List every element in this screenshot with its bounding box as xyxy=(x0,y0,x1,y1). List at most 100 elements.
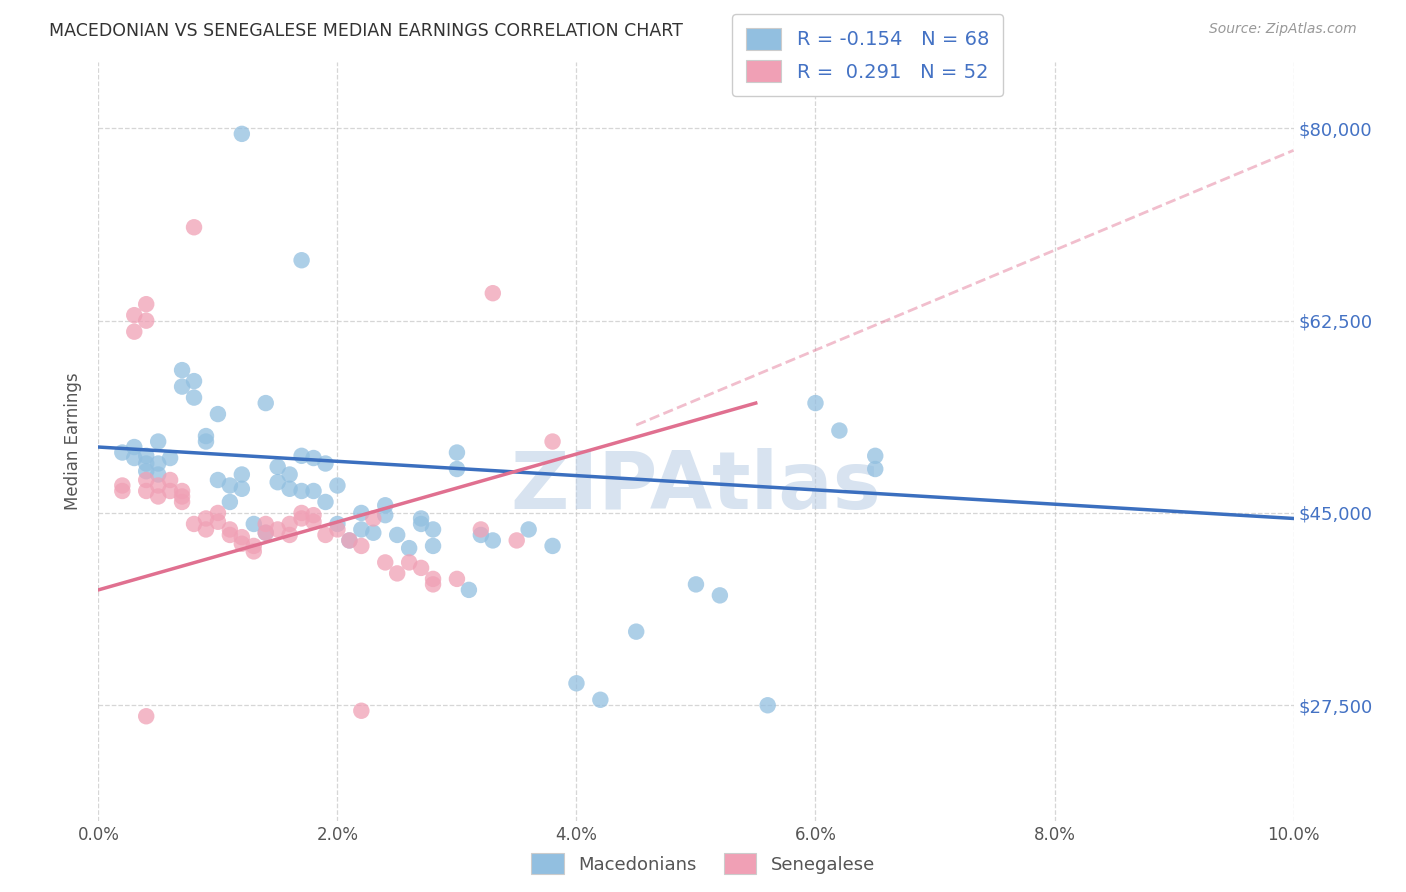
Point xyxy=(385,566,409,581)
Point xyxy=(422,572,444,586)
Point xyxy=(172,379,194,393)
Point xyxy=(267,459,290,474)
Point xyxy=(231,530,253,544)
Point xyxy=(243,539,266,553)
Point xyxy=(411,516,433,531)
Point xyxy=(517,523,540,537)
Point xyxy=(458,582,481,597)
Point xyxy=(219,528,242,542)
Point xyxy=(302,450,325,465)
Point xyxy=(195,523,218,537)
Point xyxy=(172,483,194,498)
Point xyxy=(470,528,492,542)
Point xyxy=(159,483,181,498)
Point xyxy=(278,528,301,542)
Point xyxy=(804,396,827,410)
Point xyxy=(207,473,229,487)
Point xyxy=(374,498,396,512)
Point xyxy=(709,588,731,602)
Point xyxy=(506,533,529,548)
Point xyxy=(398,556,420,570)
Point xyxy=(374,556,396,570)
Point xyxy=(124,450,146,465)
Point xyxy=(302,483,325,498)
Point xyxy=(291,483,314,498)
Point xyxy=(183,516,205,531)
Point xyxy=(172,495,194,509)
Point xyxy=(326,478,349,492)
Point xyxy=(315,495,337,509)
Point xyxy=(302,515,325,529)
Point xyxy=(183,391,205,405)
Point xyxy=(315,457,337,471)
Point xyxy=(470,523,492,537)
Point xyxy=(172,363,194,377)
Point xyxy=(207,515,229,529)
Point xyxy=(231,537,253,551)
Point xyxy=(219,523,242,537)
Point xyxy=(111,483,134,498)
Point xyxy=(278,482,301,496)
Point xyxy=(446,572,468,586)
Point xyxy=(291,449,314,463)
Point xyxy=(135,473,157,487)
Point xyxy=(231,467,253,482)
Point xyxy=(446,462,468,476)
Point xyxy=(135,297,157,311)
Point xyxy=(385,528,409,542)
Y-axis label: Median Earnings: Median Earnings xyxy=(65,373,83,510)
Point xyxy=(111,445,134,459)
Point xyxy=(159,473,181,487)
Point xyxy=(207,506,229,520)
Point xyxy=(446,445,468,459)
Point xyxy=(111,478,134,492)
Point xyxy=(865,449,887,463)
Text: ZIPAtlas: ZIPAtlas xyxy=(510,448,882,526)
Point xyxy=(148,467,170,482)
Point xyxy=(350,523,373,537)
Point xyxy=(207,407,229,421)
Point xyxy=(350,704,373,718)
Point xyxy=(135,483,157,498)
Point xyxy=(291,253,314,268)
Point xyxy=(398,541,420,555)
Point xyxy=(254,525,277,540)
Point xyxy=(350,539,373,553)
Point xyxy=(135,464,157,478)
Point xyxy=(231,482,253,496)
Point xyxy=(183,374,205,388)
Point xyxy=(243,544,266,558)
Point xyxy=(219,478,242,492)
Point xyxy=(541,434,564,449)
Point xyxy=(124,440,146,454)
Point xyxy=(124,308,146,322)
Point xyxy=(148,434,170,449)
Point xyxy=(339,533,361,548)
Legend: Macedonians, Senegalese: Macedonians, Senegalese xyxy=(522,844,884,883)
Point xyxy=(254,525,277,540)
Point xyxy=(195,434,218,449)
Text: Source: ZipAtlas.com: Source: ZipAtlas.com xyxy=(1209,22,1357,37)
Point xyxy=(363,511,385,525)
Point xyxy=(195,429,218,443)
Point xyxy=(302,508,325,523)
Point xyxy=(291,511,314,525)
Point xyxy=(254,516,277,531)
Point xyxy=(756,698,779,713)
Point xyxy=(374,508,396,523)
Point xyxy=(183,220,205,235)
Point xyxy=(148,490,170,504)
Point xyxy=(326,516,349,531)
Point xyxy=(482,286,505,301)
Point xyxy=(135,709,157,723)
Point xyxy=(411,511,433,525)
Point xyxy=(172,490,194,504)
Point xyxy=(363,525,385,540)
Point xyxy=(267,523,290,537)
Point xyxy=(326,523,349,537)
Point xyxy=(159,450,181,465)
Point xyxy=(589,692,612,706)
Point xyxy=(422,577,444,591)
Point xyxy=(219,495,242,509)
Point xyxy=(291,506,314,520)
